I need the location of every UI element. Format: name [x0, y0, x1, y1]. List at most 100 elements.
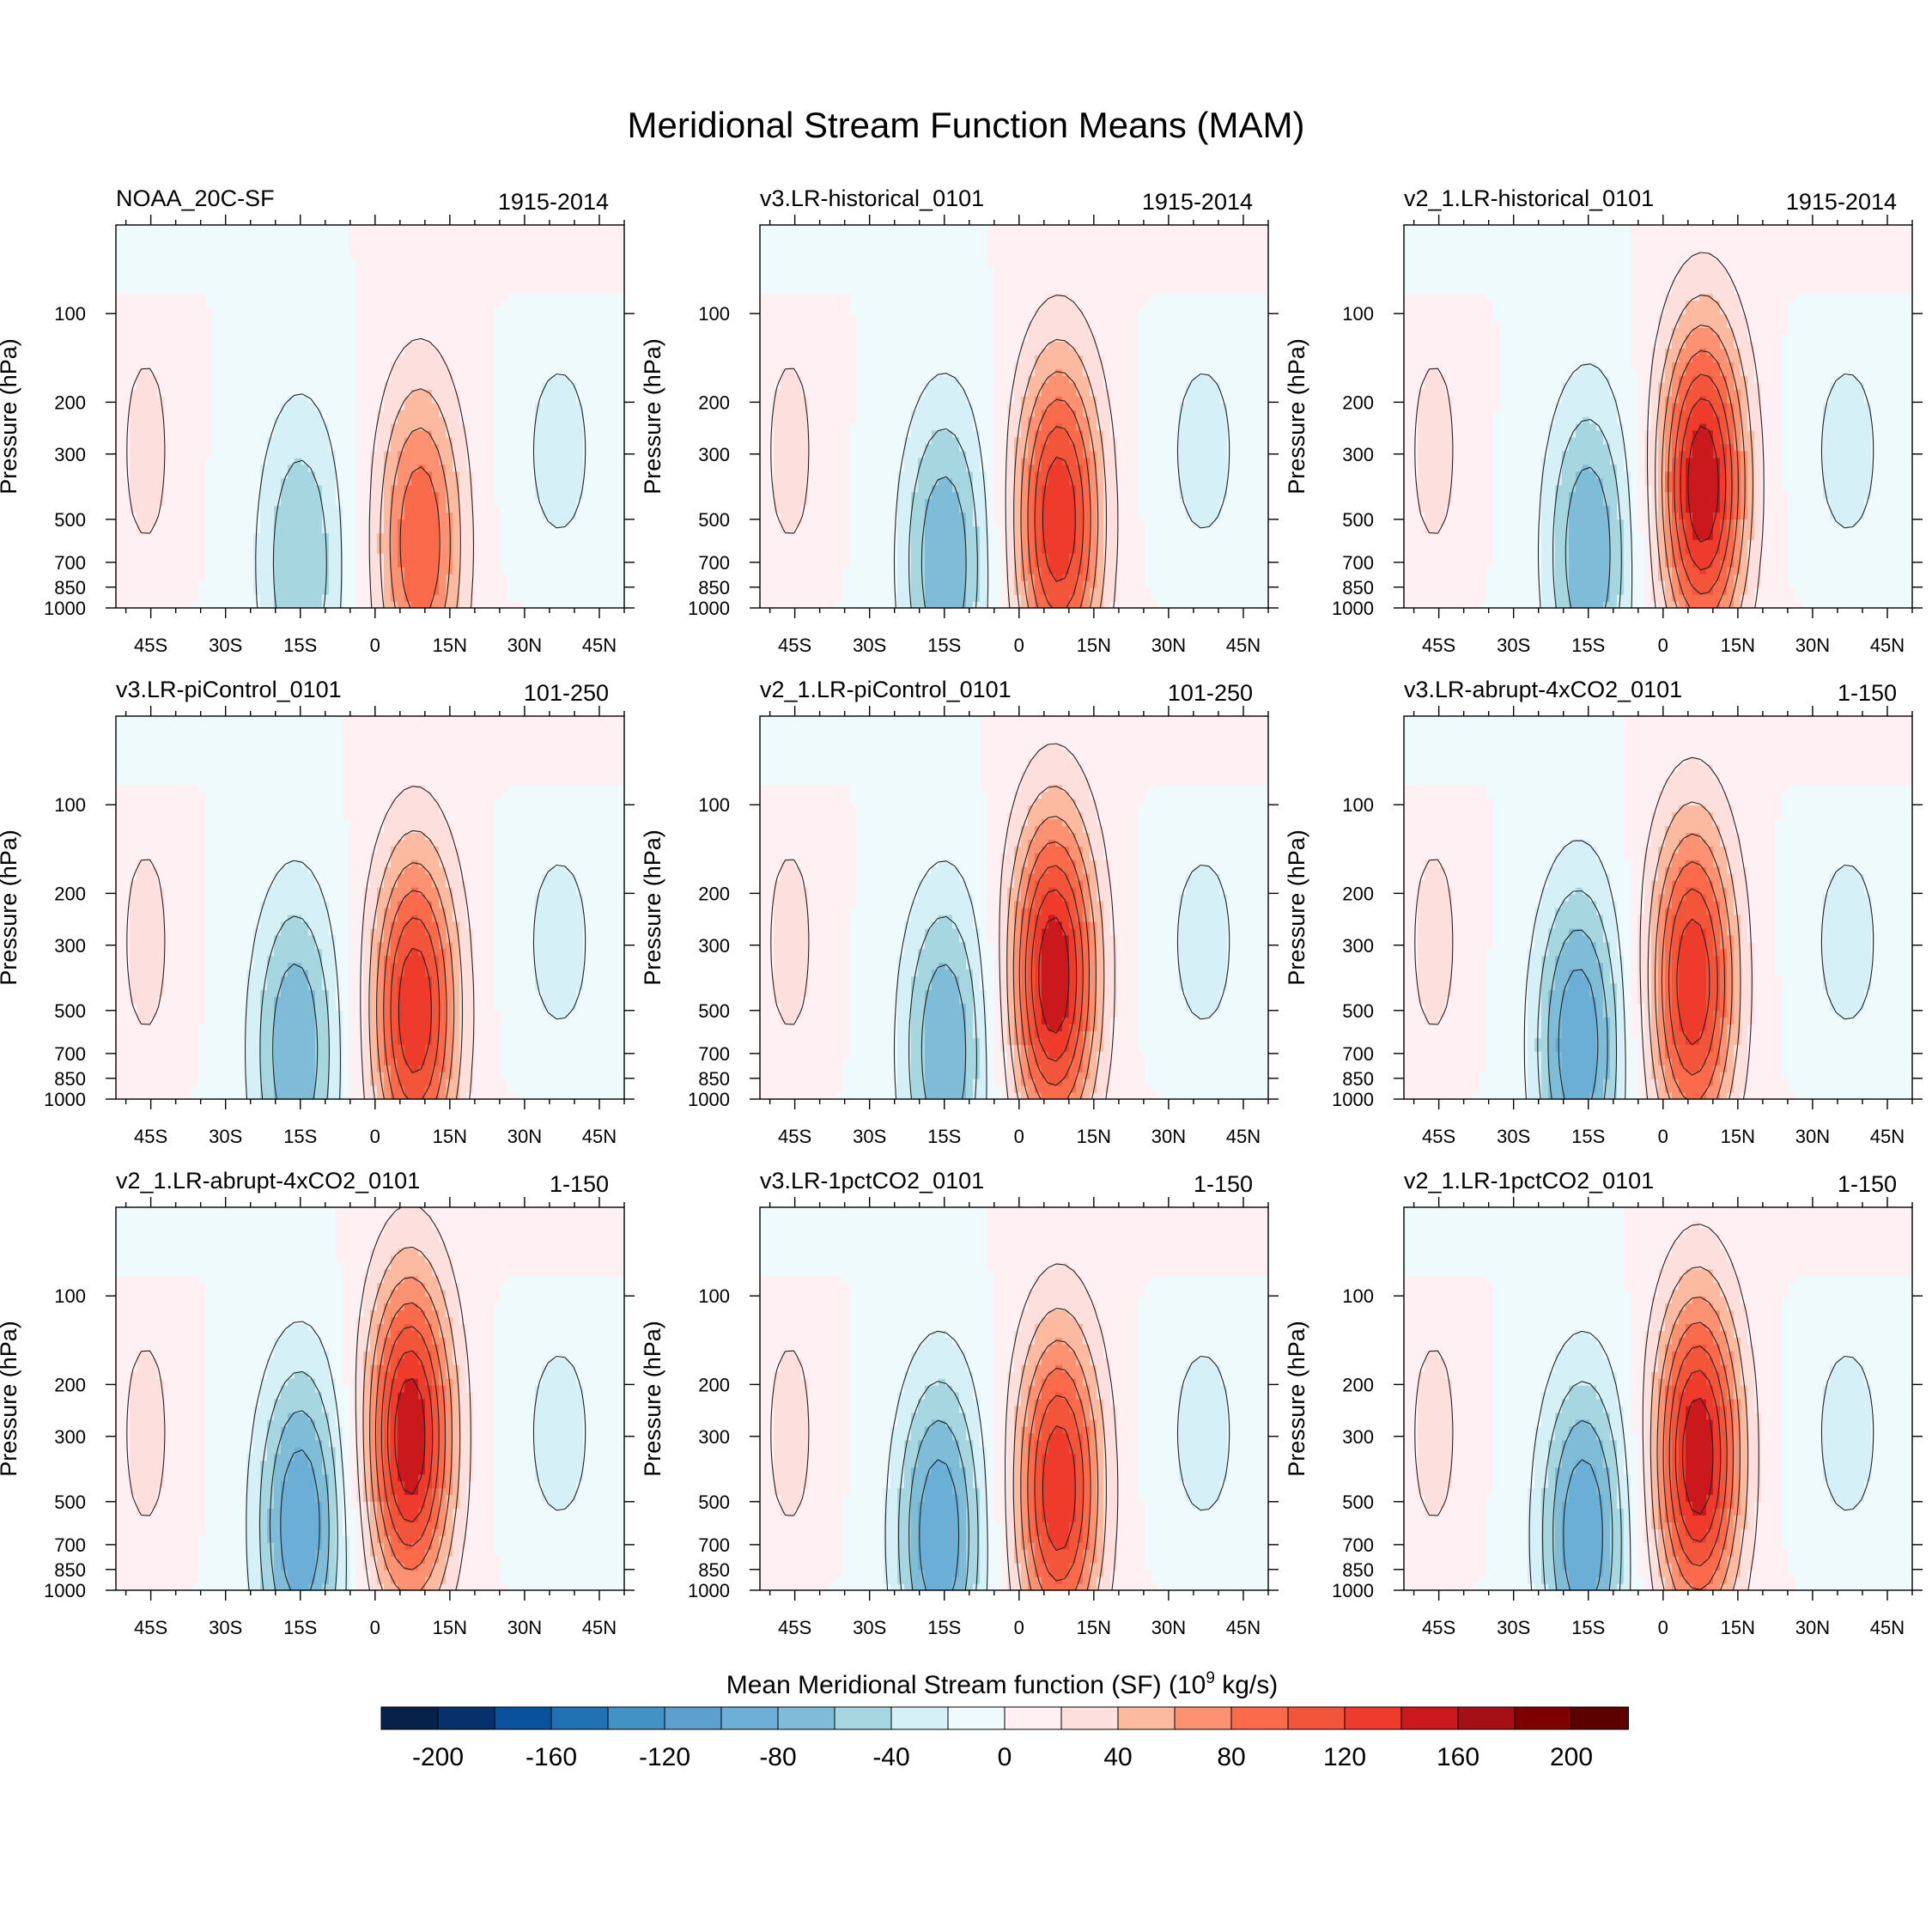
field-cell: [137, 478, 144, 486]
field-cell: [253, 458, 261, 465]
field-cell: [219, 553, 227, 561]
field-cell: [185, 355, 192, 362]
field-cell: [171, 327, 179, 335]
field-cell: [116, 341, 124, 349]
field-cell: [143, 423, 151, 431]
field-cell: [198, 375, 206, 383]
field-cell: [185, 280, 192, 288]
field-cell: [233, 437, 240, 445]
field-cell: [212, 375, 220, 383]
field-cell: [246, 519, 254, 526]
field-cell: [130, 280, 137, 288]
field-cell: [164, 246, 172, 253]
field-cell: [233, 430, 240, 438]
field-cell: [198, 506, 206, 513]
field-cell: [178, 232, 185, 240]
field-cell: [137, 444, 144, 452]
field-cell: [205, 478, 213, 486]
field-cell: [150, 259, 158, 267]
field-cell: [178, 225, 185, 233]
field-cell: [137, 423, 144, 431]
field-cell: [191, 232, 199, 240]
field-cell: [116, 506, 124, 513]
field-cell: [233, 239, 240, 246]
field-cell: [116, 334, 124, 342]
field-cell: [191, 587, 199, 595]
field-cell: [212, 280, 220, 288]
field-cell: [226, 478, 234, 486]
field-cell: [226, 368, 234, 376]
field-cell: [253, 389, 261, 397]
field-cell: [137, 403, 144, 410]
field-cell: [226, 526, 234, 533]
field-cell: [171, 239, 179, 246]
field-cell: [233, 526, 240, 533]
field-cell: [137, 416, 144, 424]
field-cell: [150, 513, 158, 520]
field-cell: [219, 273, 227, 281]
field-cell: [137, 546, 144, 554]
field-cell: [219, 287, 227, 295]
field-cell: [219, 239, 227, 246]
field-cell: [123, 478, 131, 486]
field-cell: [171, 416, 179, 424]
field-cell: [246, 444, 254, 452]
field-cell: [130, 334, 137, 342]
field-cell: [185, 416, 192, 424]
field-cell: [205, 451, 213, 459]
field-cell: [116, 259, 124, 267]
field-cell: [191, 266, 199, 274]
field-cell: [205, 246, 213, 253]
field-cell: [185, 485, 192, 493]
field-cell: [137, 307, 144, 315]
field-cell: [212, 526, 220, 533]
field-cell: [233, 375, 240, 383]
field-cell: [150, 389, 158, 397]
field-cell: [226, 259, 234, 267]
field-cell: [130, 430, 137, 438]
field-cell: [198, 526, 206, 533]
field-cell: [137, 321, 144, 329]
field-cell: [205, 239, 213, 246]
field-cell: [150, 327, 158, 335]
field-cell: [226, 334, 234, 342]
field-cell: [212, 321, 220, 329]
field-cell: [164, 539, 172, 547]
field-cell: [240, 458, 247, 465]
field-cell: [191, 444, 199, 452]
field-cell: [219, 423, 227, 431]
field-cell: [185, 444, 192, 452]
field-cell: [116, 225, 124, 233]
field-cell: [150, 361, 158, 369]
field-cell: [164, 403, 172, 410]
field-cell: [164, 334, 172, 342]
field-cell: [143, 546, 151, 554]
field-cell: [212, 259, 220, 267]
field-cell: [130, 465, 137, 472]
field-cell: [240, 252, 247, 260]
field-cell: [246, 382, 254, 390]
field-cell: [246, 355, 254, 362]
field-cell: [240, 273, 247, 281]
field-cell: [233, 321, 240, 329]
field-cell: [219, 492, 227, 500]
field-cell: [219, 301, 227, 308]
field-cell: [253, 396, 261, 404]
field-cell: [240, 560, 247, 568]
field-cell: [233, 280, 240, 288]
field-cell: [212, 334, 220, 342]
field-cell: [212, 361, 220, 369]
field-cell: [171, 273, 179, 281]
field-cell: [143, 403, 151, 410]
field-cell: [246, 423, 254, 431]
field-cell: [164, 259, 172, 267]
field-cell: [178, 532, 185, 540]
field-cell: [150, 403, 158, 410]
field-cell: [171, 444, 179, 452]
field-cell: [185, 389, 192, 397]
field-cell: [116, 526, 124, 533]
field-cell: [205, 368, 213, 376]
field-cell: [123, 225, 131, 233]
field-cell: [178, 492, 185, 500]
field-cell: [233, 444, 240, 452]
